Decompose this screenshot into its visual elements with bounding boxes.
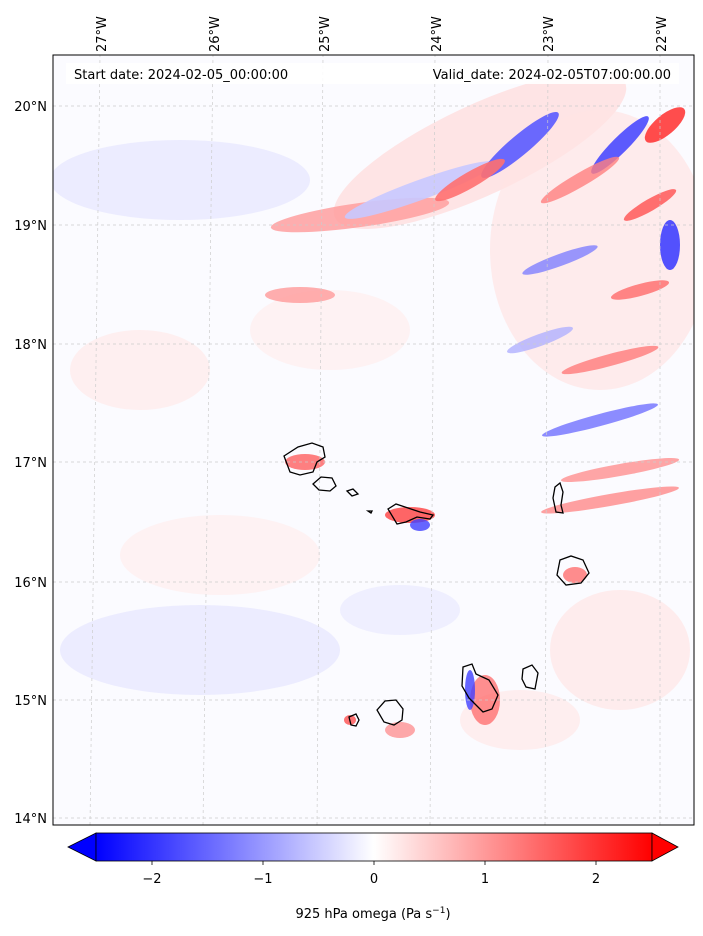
- lat-label: 20°N: [14, 100, 47, 115]
- colorbar-tick-label: −1: [253, 872, 272, 887]
- island-sao-vicente: [312, 476, 337, 492]
- lon-label: 23°W: [542, 16, 557, 52]
- map-panel: [52, 54, 695, 826]
- latitude-labels: 20°N 19°N 18°N 17°N 16°N 15°N 14°N: [14, 100, 47, 827]
- header-box: [66, 63, 679, 84]
- island-sao-nicolau: [387, 503, 435, 525]
- lat-label: 19°N: [14, 219, 47, 234]
- island-maio: [521, 664, 539, 690]
- colorbar-tick-label: 0: [370, 872, 378, 887]
- colorbar-title-exp: −1: [432, 906, 445, 916]
- colorbar-title-close: ): [445, 907, 450, 922]
- lat-label: 15°N: [14, 694, 47, 709]
- colorbar-tick-label: −2: [142, 872, 161, 887]
- lat-label: 14°N: [14, 812, 47, 827]
- island-santo-antao: [283, 442, 326, 476]
- lat-label: 16°N: [14, 576, 47, 591]
- lon-label: 27°W: [95, 16, 110, 52]
- lon-label: 25°W: [318, 16, 333, 52]
- longitude-labels: 27°W 26°W 25°W 24°W 23°W 22°W: [95, 16, 670, 52]
- lon-label: 24°W: [430, 16, 445, 52]
- island-santa-luzia: [345, 488, 360, 497]
- start-date-text: Start date: 2024-02-05_00:00:00: [74, 68, 288, 83]
- island-sal: [552, 481, 564, 514]
- lat-label: 18°N: [14, 338, 47, 353]
- lat-label: 17°N: [14, 456, 47, 471]
- colorbar-left-extend: [67, 832, 97, 862]
- colorbar-right-extend: [651, 832, 679, 862]
- colorbar-gradient: [95, 832, 653, 862]
- colorbar-title: 925 hPa omega (Pa s−1): [295, 906, 450, 922]
- island-brava: [348, 713, 360, 727]
- island-boa-vista: [556, 555, 590, 586]
- island-santiago: [461, 663, 499, 713]
- island-branco: [365, 510, 374, 514]
- lon-label: 22°W: [655, 16, 670, 52]
- colorbar-tick-label: 2: [592, 872, 600, 887]
- omega-field: [53, 71, 694, 750]
- gridlines: [53, 55, 694, 825]
- island-fogo: [376, 699, 404, 726]
- colorbar-title-main: 925 hPa omega (Pa s: [295, 907, 432, 922]
- valid-date-text: Valid_date: 2024-02-05T07:00:00.00: [433, 68, 671, 83]
- map-frame: [52, 54, 695, 826]
- colorbar-tick-label: 1: [481, 872, 489, 887]
- island-coastlines: [283, 442, 590, 727]
- lon-label: 26°W: [208, 16, 223, 52]
- colorbar: −2 −1 0 1 2 925 hPa omega (Pa s−1): [67, 832, 679, 922]
